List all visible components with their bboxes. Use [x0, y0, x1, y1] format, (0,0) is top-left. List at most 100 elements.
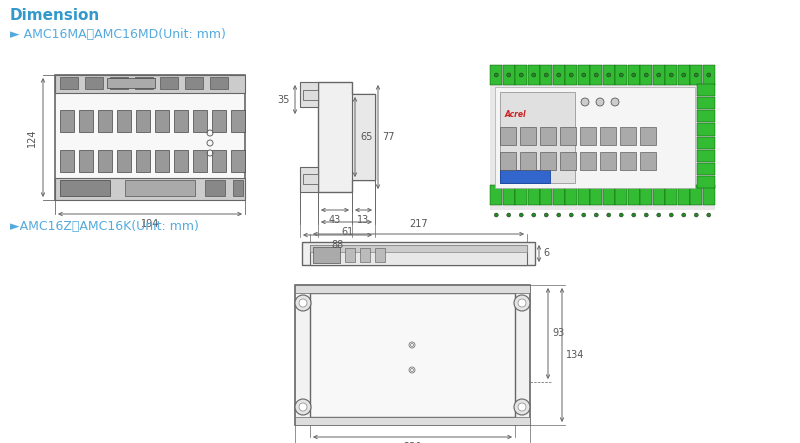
- Circle shape: [581, 98, 589, 106]
- Circle shape: [582, 213, 586, 217]
- Circle shape: [494, 213, 498, 217]
- Circle shape: [670, 213, 674, 217]
- Bar: [500, 92, 575, 183]
- Bar: [233, 180, 243, 196]
- Bar: [540, 152, 556, 170]
- Bar: [653, 185, 665, 205]
- Bar: [300, 82, 318, 107]
- Polygon shape: [318, 82, 375, 192]
- Bar: [527, 185, 539, 205]
- Bar: [602, 65, 614, 85]
- Bar: [615, 65, 627, 85]
- Bar: [627, 65, 639, 85]
- Text: ►AMC16Z、AMC16K(Unit: mm): ►AMC16Z、AMC16K(Unit: mm): [10, 220, 199, 233]
- Bar: [136, 110, 150, 132]
- Bar: [515, 65, 527, 85]
- Text: 35: 35: [278, 95, 290, 105]
- Circle shape: [532, 213, 536, 217]
- Bar: [702, 65, 714, 85]
- Circle shape: [619, 213, 623, 217]
- Bar: [690, 65, 702, 85]
- Circle shape: [606, 213, 610, 217]
- Text: 124: 124: [27, 128, 37, 147]
- Circle shape: [570, 213, 574, 217]
- Circle shape: [295, 399, 311, 415]
- Circle shape: [544, 73, 548, 77]
- Text: 43: 43: [329, 215, 341, 225]
- Bar: [600, 152, 616, 170]
- Text: 230: 230: [403, 442, 422, 443]
- Bar: [502, 65, 514, 85]
- Bar: [310, 293, 515, 417]
- Text: 6: 6: [543, 248, 549, 258]
- Bar: [697, 163, 715, 175]
- Circle shape: [670, 73, 674, 77]
- Circle shape: [657, 73, 661, 77]
- Bar: [193, 110, 207, 132]
- Circle shape: [632, 73, 636, 77]
- Bar: [60, 150, 74, 172]
- Bar: [578, 65, 590, 85]
- Bar: [553, 185, 565, 205]
- Bar: [60, 110, 74, 132]
- Bar: [303, 174, 318, 184]
- Bar: [155, 110, 169, 132]
- Bar: [79, 110, 93, 132]
- Bar: [697, 136, 715, 148]
- Circle shape: [594, 213, 598, 217]
- Bar: [310, 245, 527, 265]
- Circle shape: [619, 73, 623, 77]
- Circle shape: [606, 73, 610, 77]
- Bar: [300, 167, 318, 192]
- Bar: [665, 185, 677, 205]
- Text: 77: 77: [382, 132, 394, 142]
- Bar: [697, 123, 715, 136]
- Text: 217: 217: [409, 219, 428, 229]
- Bar: [697, 97, 715, 109]
- Bar: [640, 127, 656, 145]
- Circle shape: [514, 295, 530, 311]
- Bar: [85, 77, 103, 89]
- Bar: [500, 152, 516, 170]
- Bar: [520, 152, 536, 170]
- Bar: [627, 185, 639, 205]
- Bar: [60, 180, 110, 196]
- Bar: [174, 110, 188, 132]
- Circle shape: [299, 403, 307, 411]
- Bar: [231, 110, 245, 132]
- Bar: [620, 152, 636, 170]
- Circle shape: [519, 73, 523, 77]
- Circle shape: [706, 73, 710, 77]
- Bar: [55, 75, 245, 93]
- Text: 88: 88: [331, 240, 343, 250]
- Circle shape: [582, 73, 586, 77]
- Circle shape: [644, 73, 648, 77]
- Bar: [212, 110, 226, 132]
- Bar: [540, 65, 552, 85]
- Bar: [345, 248, 355, 262]
- Circle shape: [514, 399, 530, 415]
- Bar: [502, 185, 514, 205]
- Bar: [490, 65, 502, 85]
- Circle shape: [506, 73, 510, 77]
- Bar: [205, 180, 225, 196]
- Bar: [678, 65, 690, 85]
- Bar: [185, 77, 203, 89]
- Bar: [174, 150, 188, 172]
- Bar: [490, 185, 502, 205]
- Bar: [303, 90, 318, 100]
- Bar: [565, 65, 577, 85]
- Circle shape: [518, 403, 526, 411]
- Bar: [540, 127, 556, 145]
- Bar: [527, 65, 539, 85]
- Bar: [620, 127, 636, 145]
- Bar: [515, 185, 527, 205]
- Circle shape: [594, 73, 598, 77]
- Bar: [79, 150, 93, 172]
- Circle shape: [570, 73, 574, 77]
- Circle shape: [518, 299, 526, 307]
- Bar: [60, 77, 78, 89]
- Bar: [578, 185, 590, 205]
- Circle shape: [657, 213, 661, 217]
- Bar: [375, 248, 385, 262]
